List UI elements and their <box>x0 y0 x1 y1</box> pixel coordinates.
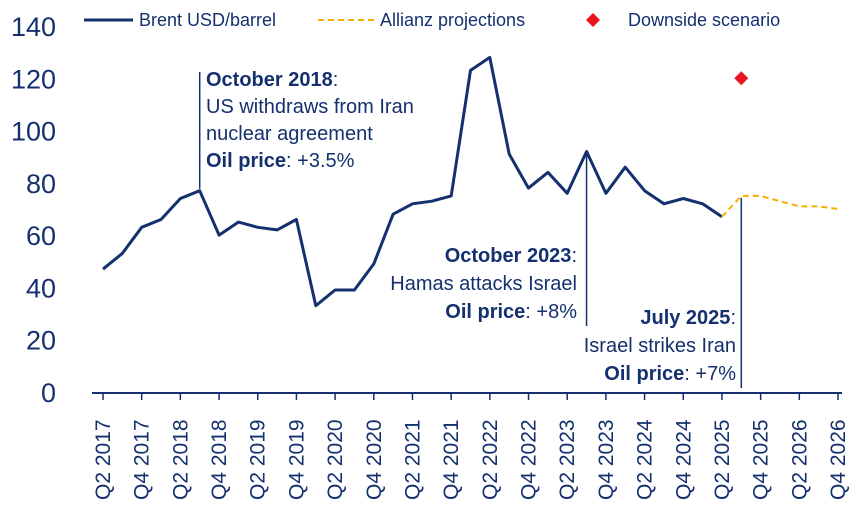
x-tick-label: Q4 2021 <box>440 419 463 500</box>
x-tick-label: Q4 2017 <box>131 419 154 500</box>
x-tick-label: Q4 2025 <box>750 419 773 500</box>
annotation-text: July 2025: <box>640 307 736 329</box>
y-tick-label: 140 <box>11 12 56 42</box>
x-tick-label: Q4 2022 <box>518 419 541 500</box>
x-tick-label: Q2 2020 <box>324 419 347 500</box>
annotation-text: nuclear agreement <box>206 123 373 145</box>
x-tick-label: Q4 2018 <box>208 419 231 500</box>
y-tick-label: 80 <box>26 169 56 199</box>
annotation-text: Oil price: +3.5% <box>206 150 355 172</box>
x-tick-label: Q2 2025 <box>711 419 734 500</box>
x-tick-label: Q2 2018 <box>169 419 192 500</box>
annotation-text: Hamas attacks Israel <box>390 273 577 295</box>
y-tick-label: 20 <box>26 326 56 356</box>
x-tick-label: Q2 2021 <box>401 419 424 500</box>
y-axis: 0 20 40 60 80 100 120 140 <box>11 12 56 408</box>
annotations: October 2018: US withdraws from Iran nucle… <box>206 69 736 385</box>
x-axis: Q2 2017 Q4 2017 Q2 2018 Q4 2018 Q2 2019 Q4 20… <box>92 392 850 500</box>
x-tick-label: Q4 2019 <box>285 419 308 500</box>
x-tick-label: Q2 2017 <box>92 419 115 500</box>
annotation-text: US withdraws from Iran <box>206 96 414 118</box>
x-tick-label: Q2 2023 <box>556 419 579 500</box>
brent-price-line <box>102 55 723 308</box>
downside-scenario-marker <box>734 71 749 86</box>
annotation-leaders <box>198 72 743 388</box>
annotation-text: October 2023: <box>445 245 577 267</box>
x-tick-label: Q4 2024 <box>672 419 695 500</box>
legend: Brent USD/barrel Allianz projections Dow… <box>84 10 780 30</box>
x-tick-label: Q4 2023 <box>595 419 618 500</box>
annotation-text: Oil price: +8% <box>445 301 577 323</box>
x-tick-label: Q4 2020 <box>363 419 386 500</box>
legend-brent-label: Brent USD/barrel <box>139 10 276 30</box>
legend-downside-marker <box>586 13 600 27</box>
x-tick-label: Q2 2026 <box>788 419 811 500</box>
x-tick-label: Q2 2022 <box>479 419 502 500</box>
annotation-text: Oil price: +7% <box>604 363 736 385</box>
x-tick-label: Q2 2024 <box>634 419 657 500</box>
projection-line <box>721 194 839 218</box>
y-tick-label: 40 <box>26 273 56 303</box>
y-tick-label: 120 <box>11 64 56 94</box>
annotation-text: October 2018: <box>206 69 338 91</box>
y-tick-label: 100 <box>11 117 56 147</box>
x-tick-label: Q2 2019 <box>247 419 270 500</box>
x-tick-label: Q4 2026 <box>827 419 850 500</box>
y-tick-label: 60 <box>26 221 56 251</box>
annotation-text: Israel strikes Iran <box>584 335 736 357</box>
y-tick-label: 0 <box>41 378 56 408</box>
series-layer <box>102 55 839 308</box>
legend-downside-label: Downside scenario <box>628 10 780 30</box>
legend-projection-label: Allianz projections <box>380 10 525 30</box>
